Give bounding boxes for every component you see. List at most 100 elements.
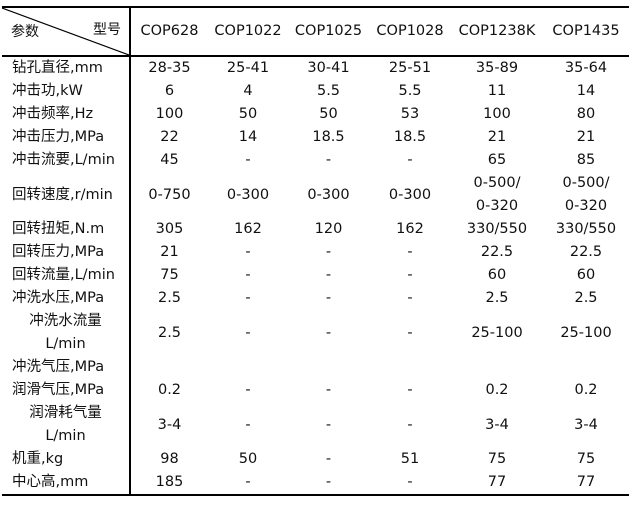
param-label: 回转扭矩,N.m bbox=[12, 221, 105, 237]
value-text: 2.5 bbox=[157, 290, 182, 306]
value-text: 22.5 bbox=[569, 244, 603, 260]
value-cell: 0-750 bbox=[130, 172, 208, 218]
value-text: - bbox=[407, 290, 413, 306]
value-text: 305 bbox=[155, 221, 184, 237]
value-text: 75 bbox=[576, 451, 596, 467]
value-cell: 18.5 bbox=[369, 126, 451, 149]
value-text: 0-300 bbox=[388, 186, 432, 203]
value-text: 0-500/ bbox=[562, 175, 610, 191]
value-cell: 22 bbox=[130, 126, 208, 149]
table-row: 润滑气压,MPa 0.2 - - - 0.2 0.2 bbox=[2, 379, 629, 402]
value-text: 0-300 bbox=[307, 186, 350, 203]
value-text: 6 bbox=[164, 83, 175, 99]
value-cell bbox=[451, 356, 543, 379]
param-cell: 润滑气压,MPa bbox=[2, 379, 131, 402]
value-cell: - bbox=[288, 149, 369, 172]
value-text: 18.5 bbox=[312, 129, 345, 145]
value-text: 3-4 bbox=[485, 416, 509, 433]
value-cell: - bbox=[369, 241, 451, 264]
value-text: 330/550 bbox=[466, 221, 528, 237]
value-text: 14 bbox=[238, 129, 258, 145]
value-cell: - bbox=[369, 264, 451, 287]
value-text: 0.2 bbox=[157, 382, 182, 398]
param-label: L/min bbox=[45, 336, 86, 352]
param-label: 冲击频率,Hz bbox=[12, 106, 94, 122]
param-label: 中心高,mm bbox=[12, 474, 89, 490]
value-cell: 75 bbox=[130, 264, 208, 287]
value-text: - bbox=[407, 324, 413, 341]
value-cell bbox=[543, 356, 629, 379]
value-text: - bbox=[325, 152, 332, 168]
value-cell: 21 bbox=[451, 126, 543, 149]
value-cell: - bbox=[208, 287, 288, 310]
value-cell: 2.5 bbox=[451, 287, 543, 310]
value-cell: - bbox=[208, 241, 288, 264]
table-row: 中心高,mm 185 - - - 77 77 bbox=[2, 471, 629, 496]
value-cell: 2.5 bbox=[130, 310, 208, 356]
value-text: 18.5 bbox=[393, 129, 427, 145]
value-text: 120 bbox=[314, 221, 343, 237]
value-text: - bbox=[407, 382, 413, 398]
value-text: 2.5 bbox=[574, 290, 598, 306]
param-label: 冲洗水压,MPa bbox=[12, 290, 105, 306]
value-cell: 5.5 bbox=[288, 80, 369, 103]
param-label: 机重,kg bbox=[12, 451, 64, 467]
param-label: 冲击压力,MPa bbox=[12, 129, 105, 145]
value-cell: 18.5 bbox=[288, 126, 369, 149]
table-row: 回转速度,r/min 0-750 0-300 0-300 0-300 0-500/0-32… bbox=[2, 172, 629, 218]
value-text: 100 bbox=[483, 106, 511, 122]
value-text: 330/550 bbox=[555, 221, 617, 237]
value-text: 4 bbox=[243, 83, 253, 99]
value-cell: 60 bbox=[543, 264, 629, 287]
value-cell: - bbox=[288, 310, 369, 356]
value-text: 5.5 bbox=[398, 83, 422, 99]
value-text: 98 bbox=[160, 451, 179, 467]
param-label: 回转流量,L/min bbox=[12, 267, 115, 283]
param-cell: 冲击频率,Hz bbox=[2, 103, 131, 126]
value-cell: 100 bbox=[451, 103, 543, 126]
value-text: - bbox=[325, 290, 332, 306]
value-cell: 22.5 bbox=[451, 241, 543, 264]
value-cell: 4 bbox=[208, 80, 288, 103]
value-cell: - bbox=[369, 379, 451, 402]
header-row: 型号 参数 COP628 COP1022 COP1025 COP1028 COP… bbox=[2, 6, 629, 57]
table-row: 冲洗水流量 L/min 2.5 - - - 25-100 25-100 bbox=[2, 310, 629, 356]
param-label: 冲洗水流量 bbox=[29, 313, 102, 329]
value-text: 77 bbox=[487, 474, 507, 490]
value-text: 100 bbox=[155, 106, 184, 122]
value-text: 28-35 bbox=[148, 60, 191, 76]
value-cell: 3-4 bbox=[130, 402, 208, 448]
model-header: COP628 bbox=[130, 6, 208, 57]
table-row: 钻孔直径,mm 28-35 25-41 30-41 25-51 35-89 35-64 bbox=[2, 56, 629, 80]
value-cell: 80 bbox=[543, 103, 629, 126]
value-cell: 0.2 bbox=[130, 379, 208, 402]
table-row: 回转流量,L/min 75 - - - 60 60 bbox=[2, 264, 629, 287]
value-text: 0-320 bbox=[475, 198, 519, 214]
table-row: 冲击压力,MPa 22 14 18.5 18.5 21 21 bbox=[2, 126, 629, 149]
value-text: - bbox=[325, 474, 332, 490]
value-text: 80 bbox=[576, 106, 596, 122]
value-cell: - bbox=[288, 264, 369, 287]
value-cell: 162 bbox=[369, 218, 451, 241]
value-text: 2.5 bbox=[485, 290, 509, 306]
value-text: 85 bbox=[576, 152, 596, 168]
value-text: 50 bbox=[238, 106, 258, 122]
param-label: 回转速度,r/min bbox=[12, 186, 113, 203]
value-cell: 50 bbox=[288, 103, 369, 126]
value-cell: 25-51 bbox=[369, 56, 451, 80]
value-cell: - bbox=[288, 241, 369, 264]
value-cell: 0.2 bbox=[543, 379, 629, 402]
value-cell bbox=[208, 356, 288, 379]
value-cell bbox=[369, 356, 451, 379]
value-cell: - bbox=[208, 402, 288, 448]
table-row: 回转压力,MPa 21 - - - 22.5 22.5 bbox=[2, 241, 629, 264]
value-text: 14 bbox=[576, 83, 596, 99]
value-cell: 3-4 bbox=[451, 402, 543, 448]
value-text: 3-4 bbox=[157, 416, 182, 433]
value-text: - bbox=[245, 290, 251, 306]
value-text: 35-89 bbox=[475, 60, 519, 76]
value-cell: - bbox=[208, 471, 288, 496]
table-row: 冲击频率,Hz 100 50 50 53 100 80 bbox=[2, 103, 629, 126]
value-text: - bbox=[245, 474, 251, 490]
value-text: 75 bbox=[160, 267, 179, 283]
